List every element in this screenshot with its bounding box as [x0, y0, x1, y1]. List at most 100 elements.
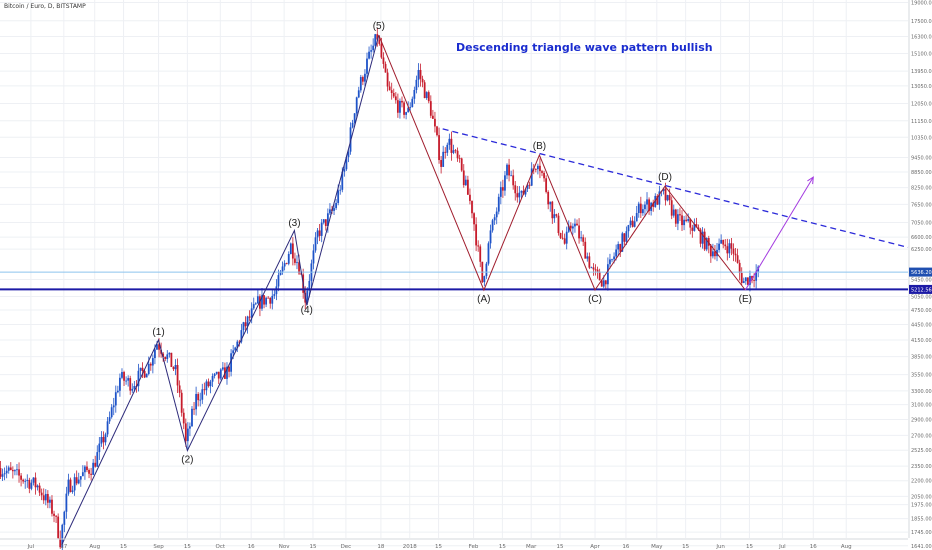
price-tick-label: 6600.00 — [911, 235, 932, 241]
candle-body — [578, 225, 580, 239]
projection-arrowhead — [807, 176, 814, 185]
candle-body — [588, 256, 591, 268]
candle-body — [172, 366, 175, 370]
time-tick-label: 15 — [499, 544, 506, 550]
candle-body — [666, 195, 669, 201]
candle-body — [747, 277, 749, 285]
time-tick-label: Jun — [715, 544, 725, 550]
candle-body — [94, 462, 97, 467]
candle-body — [180, 392, 183, 413]
candle-body — [277, 275, 280, 287]
candle-body — [242, 322, 245, 331]
candle-body — [186, 428, 189, 442]
candle-body — [547, 191, 550, 205]
candle-body — [279, 271, 282, 276]
candle-body — [184, 423, 187, 442]
triangle-trendline — [442, 128, 909, 249]
candle-body — [9, 467, 12, 470]
candle-body — [664, 188, 667, 201]
time-tick-label: 16 — [622, 544, 629, 550]
candle-body — [79, 476, 82, 480]
candle-body — [345, 157, 348, 170]
candle-body — [681, 215, 683, 226]
candle-body — [728, 243, 731, 254]
candle-body — [388, 86, 391, 91]
candle-body — [337, 190, 340, 203]
candle-body — [57, 516, 60, 539]
price-tick-label: 4750.00 — [911, 308, 932, 314]
candle-body — [539, 165, 541, 172]
time-tick-label: 15 — [309, 544, 316, 550]
candle-body — [732, 248, 735, 254]
candle-body — [55, 515, 57, 517]
candle-body — [637, 203, 640, 214]
candle-body — [226, 366, 228, 379]
candle-body — [71, 490, 74, 492]
candle-body — [329, 209, 331, 214]
candle-body — [34, 477, 37, 488]
wave-label: (E) — [739, 294, 752, 305]
candle-body — [386, 72, 389, 87]
candle-body — [520, 190, 523, 193]
candle-body — [51, 499, 53, 514]
candle-body — [141, 367, 144, 371]
candle-body — [322, 219, 325, 223]
candle-body — [609, 259, 611, 265]
candle-body — [755, 271, 758, 281]
price-tick-label: 13950.00 — [911, 69, 932, 75]
candle-body — [250, 308, 253, 318]
candle-body — [195, 393, 198, 410]
candle-body — [421, 78, 424, 83]
candle-body — [469, 194, 471, 201]
candle-body — [189, 426, 191, 429]
candle-body — [333, 208, 335, 211]
price-tick-label: 4150.00 — [911, 338, 932, 344]
candle-body — [374, 34, 377, 46]
candle-body — [617, 244, 620, 250]
candle-body — [652, 202, 655, 207]
candle-body — [44, 493, 47, 501]
candle-body — [493, 217, 496, 221]
candle-body — [631, 220, 634, 227]
candle-body — [343, 169, 346, 172]
candle-body — [471, 200, 473, 214]
candle-body — [30, 482, 33, 489]
candle-body — [320, 222, 323, 236]
candle-body — [734, 253, 737, 256]
candle-body — [90, 473, 92, 475]
candle-body — [580, 237, 583, 239]
candle-body — [133, 385, 136, 389]
candle-body — [193, 408, 195, 410]
candle-body — [166, 354, 169, 360]
candle-body — [341, 171, 344, 190]
candle-body — [219, 369, 222, 379]
candle-body — [298, 262, 300, 274]
candle-body — [234, 347, 237, 351]
candle-body — [112, 405, 115, 408]
candle-body — [549, 201, 552, 205]
candle-body — [110, 407, 113, 418]
candle-body — [254, 303, 257, 305]
candle-body — [154, 349, 156, 359]
candle-body — [92, 462, 95, 475]
candle-body — [606, 264, 609, 285]
candle-body — [602, 280, 605, 287]
price-tick-label: 1975.00 — [911, 503, 932, 509]
candle-body — [335, 202, 338, 209]
candle-body — [137, 370, 140, 387]
candle-body — [392, 92, 395, 97]
candle-body — [77, 479, 80, 484]
wave-label: (3) — [288, 218, 300, 229]
candle-body — [104, 434, 107, 443]
candle-body — [73, 477, 76, 491]
candle-body — [32, 477, 35, 483]
candle-body — [516, 193, 519, 198]
correction-wave-path — [378, 35, 746, 292]
candle-body — [88, 470, 90, 474]
candle-body — [687, 218, 690, 221]
candle-body — [176, 365, 179, 386]
candle-body — [158, 344, 160, 350]
candle-body — [543, 172, 545, 179]
